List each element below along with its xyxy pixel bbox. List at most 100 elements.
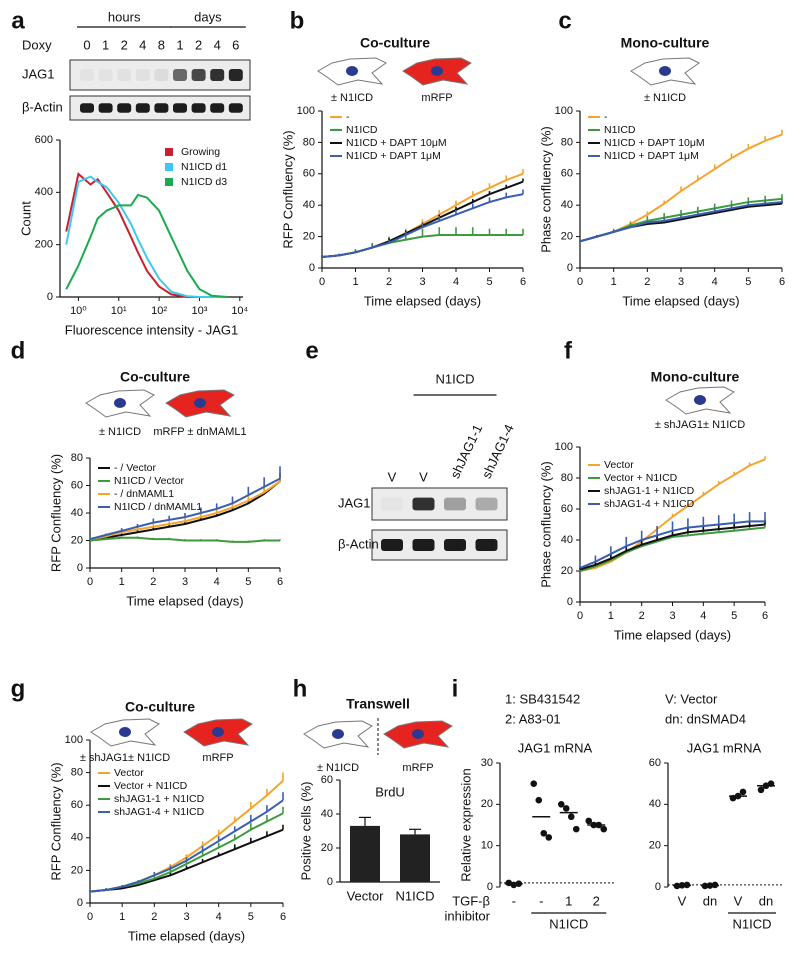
cell-label: mRFP ± dnMAML1: [153, 426, 246, 438]
nucleus: [114, 398, 126, 408]
legend-label: N1ICD / Vector: [114, 475, 185, 487]
lane-label: 8: [158, 37, 165, 52]
y-tick-label: 30: [481, 757, 493, 769]
x-tick-label: 1: [608, 610, 614, 622]
data-point: [530, 780, 538, 787]
cell-label: ± shJAG1± N1ICD: [655, 419, 745, 431]
data-point: [535, 796, 543, 804]
chart-title: Mono-culture: [651, 369, 740, 385]
y-tick-label: 60: [649, 757, 661, 769]
y-tick-label: 0: [77, 897, 83, 909]
x-tick-label: 2: [386, 276, 392, 288]
note: 2: A83-01: [505, 711, 561, 726]
panel-label: f: [564, 337, 573, 364]
legend-label: -: [604, 111, 608, 123]
band: [173, 69, 187, 81]
legend-label: N1ICD + DAPT 10μM: [604, 137, 705, 149]
band: [135, 69, 150, 81]
x-tick-label: 6: [277, 576, 283, 588]
band: [210, 69, 225, 81]
data-point: [739, 788, 747, 796]
blot-header: days: [194, 9, 222, 24]
bar: [350, 825, 380, 882]
y-tick-label: 80: [71, 767, 83, 779]
x-tick-label: 0: [319, 276, 325, 288]
x-tick-label: 1: [119, 576, 125, 588]
panel-label: a: [11, 7, 25, 34]
lane-label: 1: [102, 37, 109, 52]
band: [475, 497, 498, 511]
band: [444, 539, 466, 551]
group-label: N1ICD: [549, 916, 588, 931]
series-line: [89, 477, 281, 541]
y-tick-label: 40: [71, 832, 83, 844]
band: [412, 539, 435, 551]
x-tick-label: 3: [183, 911, 189, 923]
y-tick-label: 0: [655, 881, 661, 893]
legend-label: Vector: [114, 767, 144, 779]
data-point: [600, 825, 608, 833]
legend-label: - / dnMAML1: [114, 488, 174, 500]
x-tick-label: 1: [352, 276, 358, 288]
note: V: Vector: [665, 691, 718, 706]
y-tick-label: 20: [321, 842, 333, 854]
y-tick-label: 0: [47, 291, 53, 303]
nucleus: [346, 66, 358, 76]
y-tick-label: 0: [487, 881, 493, 893]
band: [210, 103, 225, 113]
x-tick-label: 2: [150, 576, 156, 588]
series-line: [65, 193, 228, 298]
x-tick-label: 1: [611, 276, 617, 288]
lane-label: V: [388, 469, 397, 484]
legend-label: N1ICD d3: [181, 176, 227, 188]
legend-label: Vector + N1ICD: [604, 472, 678, 484]
band: [80, 103, 94, 113]
note: 1: SB431542: [505, 691, 580, 706]
y-tick-label: 40: [649, 798, 661, 810]
x-axis-label: Time elapsed (days): [126, 593, 243, 608]
y-tick-label: 20: [481, 798, 493, 810]
legend-label: N1ICD + DAPT 10μM: [346, 137, 447, 149]
y-tick-label: 600: [35, 134, 53, 146]
y-tick-label: 0: [327, 876, 333, 888]
x-tick-label: V: [678, 893, 687, 908]
band: [381, 539, 403, 551]
x-tick-label: 4: [214, 576, 220, 588]
chart-title: JAG1 mRNA: [518, 740, 593, 755]
series-line: [579, 520, 765, 569]
cell-label: ± N1ICD: [331, 92, 373, 104]
legend-label: Vector: [604, 459, 634, 471]
lane-label: 1: [176, 37, 183, 52]
y-tick-label: 20: [561, 565, 573, 577]
legend-label: shJAG1-1 + N1ICD: [114, 793, 205, 805]
data-point: [545, 834, 553, 841]
y-tick-label: 400: [35, 186, 53, 198]
x-tick-label: 10¹: [111, 305, 127, 317]
cell-label: mRFP: [421, 92, 452, 104]
x-tick-label: -: [539, 893, 543, 908]
y-axis-label: Count: [18, 201, 33, 236]
series-line: [579, 458, 766, 572]
x-tick-label: 4: [453, 276, 459, 288]
y-tick-label: 0: [77, 562, 83, 574]
x-tick-label: dn: [703, 893, 717, 908]
y-tick-label: 60: [71, 479, 83, 491]
chart-title: Mono-culture: [621, 35, 710, 51]
y-tick-label: 60: [303, 168, 315, 180]
y-tick-label: 60: [321, 774, 333, 786]
y-tick-label: 0: [567, 596, 573, 608]
x-tick-label: V: [734, 893, 743, 908]
x-axis-label: Time elapsed (days): [128, 928, 245, 943]
x-tick-label: 6: [280, 911, 286, 923]
x-tick-label: 5: [731, 610, 737, 622]
legend-label: Vector + N1ICD: [114, 780, 188, 792]
x-tick-label: N1ICD: [395, 888, 434, 903]
x-tick-label: 4: [216, 911, 222, 923]
data-point: [572, 825, 580, 833]
band: [381, 498, 403, 511]
y-tick-label: 80: [561, 472, 573, 484]
panel-label: h: [293, 675, 308, 702]
cell-label: ± N1ICD: [99, 426, 141, 438]
cell-label: ± shJAG1± N1ICD: [80, 752, 170, 764]
